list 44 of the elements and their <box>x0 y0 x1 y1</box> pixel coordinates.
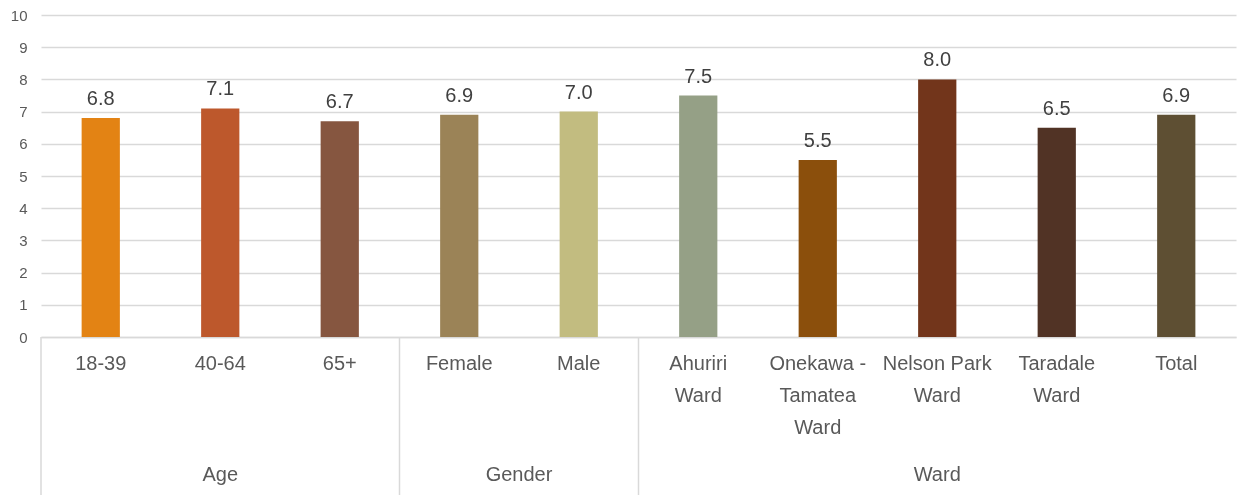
y-tick-label: 10 <box>10 6 28 24</box>
data-label: 6.8 <box>86 87 115 110</box>
y-tick-label: 4 <box>19 199 28 217</box>
bar <box>1157 114 1196 337</box>
x-tick-label: Nelson Park Ward <box>882 351 993 406</box>
bar <box>81 118 120 337</box>
x-tick-label: 18-39 <box>75 351 127 374</box>
x-tick-label: Ahuriri Ward <box>669 351 728 406</box>
bar <box>1037 127 1076 337</box>
bar <box>918 79 957 337</box>
data-label: 6.9 <box>1162 83 1191 106</box>
text: Ward <box>913 463 961 485</box>
text: Age <box>202 463 239 485</box>
bar <box>440 114 479 337</box>
data-label: 6.5 <box>1042 96 1071 119</box>
y-tick-label: 3 <box>19 231 28 249</box>
y-tick-label: 8 <box>19 70 28 88</box>
data-label: 7.5 <box>684 64 713 87</box>
x-tick-label: Female <box>425 351 493 374</box>
y-tick-label: 9 <box>19 38 28 56</box>
x-tick-label: 40-64 <box>194 351 246 374</box>
data-label: 7.0 <box>564 80 593 103</box>
x-tick-label: 65+ <box>322 351 357 374</box>
x-tick-label: Taradale Ward <box>1018 351 1096 406</box>
bar <box>320 121 359 337</box>
y-tick-label: 0 <box>19 328 28 346</box>
y-tick-label: 7 <box>19 103 28 121</box>
bar <box>201 108 240 337</box>
y-tick-label: 2 <box>19 264 28 282</box>
data-label: 6.9 <box>445 83 474 106</box>
data-label: 8.0 <box>923 48 952 71</box>
data-label: 5.5 <box>803 128 832 151</box>
data-label: 7.1 <box>206 77 235 100</box>
x-tick-label: Onekawa - Tamatea Ward <box>769 351 867 438</box>
text: Gender <box>485 463 553 485</box>
bar <box>798 159 837 337</box>
x-tick-label: Total <box>1155 351 1198 374</box>
bar <box>559 111 598 337</box>
bar <box>679 95 718 337</box>
x-tick-label: Male <box>557 351 601 374</box>
y-tick-label: 1 <box>19 296 28 314</box>
y-tick-label: 6 <box>19 135 28 153</box>
y-tick-label: 5 <box>19 167 28 185</box>
data-label: 6.7 <box>325 90 354 113</box>
